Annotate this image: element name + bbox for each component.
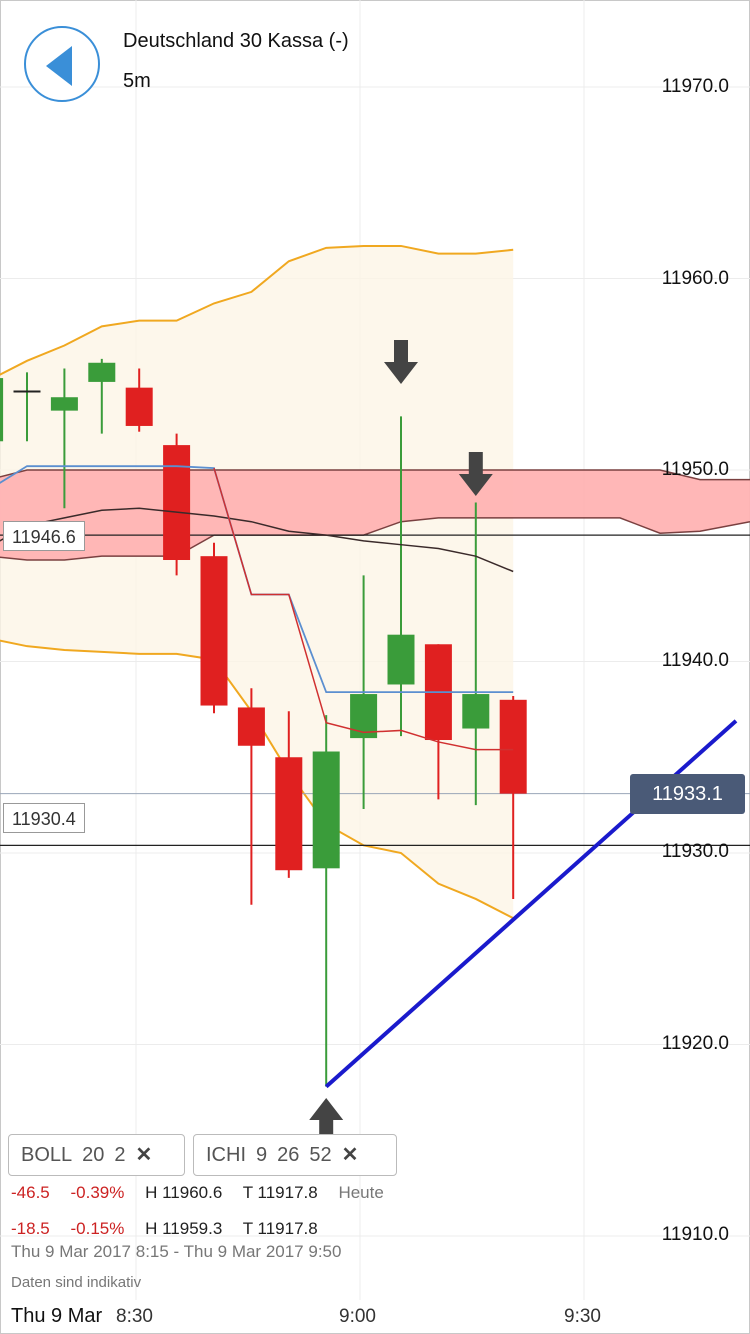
candle-body — [499, 699, 527, 794]
y-tick-label: 11970.0 — [661, 76, 729, 97]
x-tick-label: 9:00 — [339, 1306, 376, 1327]
indicator-chip-ichi[interactable]: ICHI 9 26 52 ✕ — [193, 1134, 397, 1176]
close-icon[interactable]: ✕ — [341, 1144, 359, 1166]
change-percent: -0.39% — [70, 1183, 125, 1202]
period-tag: Heute — [338, 1183, 384, 1202]
x-tick-label: 8:30 — [116, 1306, 153, 1327]
candle-body — [462, 694, 490, 729]
stats-row-range: -18.5 -0.15% H 11959.3 T 11917.8 — [11, 1219, 334, 1239]
level-label-lower[interactable]: 11930.4 — [3, 803, 85, 833]
up-arrow-marker-icon — [309, 1098, 344, 1142]
change-value: -46.5 — [11, 1183, 50, 1202]
candle-body — [200, 556, 228, 706]
candle-body — [0, 378, 4, 442]
x-tick-label: 9:30 — [564, 1306, 601, 1327]
indicator-param: 52 — [309, 1144, 332, 1166]
candle-body — [163, 445, 191, 561]
indicator-param: 2 — [114, 1144, 126, 1166]
low-value: T 11917.8 — [242, 1219, 318, 1238]
candle-body — [275, 757, 303, 871]
interval-label[interactable]: 5m — [123, 70, 151, 92]
down-arrow-marker-icon — [458, 452, 493, 496]
x-axis-date: Thu 9 Mar — [11, 1305, 103, 1328]
indicative-note: Daten sind indikativ — [11, 1274, 142, 1291]
indicator-name: ICHI — [206, 1144, 246, 1166]
y-tick-label: 11910.0 — [661, 1224, 729, 1245]
y-tick-label: 11930.0 — [661, 841, 729, 862]
indicator-chip-boll[interactable]: BOLL 20 2 ✕ — [8, 1134, 185, 1176]
low-value: T 11917.8 — [242, 1183, 318, 1202]
candle-body — [312, 751, 340, 869]
indicator-param: 9 — [256, 1144, 268, 1166]
high-value: H 11959.3 — [145, 1219, 223, 1238]
change-value: -18.5 — [11, 1219, 50, 1238]
tenkan-line — [213, 467, 514, 751]
y-tick-label: 11950.0 — [661, 459, 729, 480]
date-range: Thu 9 Mar 2017 8:15 - Thu 9 Mar 2017 9:5… — [11, 1242, 342, 1261]
back-button[interactable] — [24, 26, 100, 102]
down-arrow-marker-icon — [384, 340, 418, 384]
indicator-name: BOLL — [21, 1144, 73, 1166]
candle-body — [88, 362, 116, 382]
bollinger-upper-line — [0, 244, 514, 376]
change-percent: -0.15% — [70, 1219, 125, 1238]
back-arrow-icon — [46, 46, 72, 86]
stats-row-today: -46.5 -0.39% H 11960.6 T 11917.8 Heute — [11, 1183, 400, 1203]
indicator-param: 26 — [277, 1144, 300, 1166]
candle-body — [237, 707, 265, 746]
indicator-param: 20 — [82, 1144, 105, 1166]
close-icon[interactable]: ✕ — [135, 1144, 153, 1166]
candle-body — [387, 634, 415, 685]
last-price-tag: 11933.1 — [630, 774, 745, 814]
y-tick-label: 11940.0 — [661, 650, 729, 671]
chikou-line — [0, 507, 514, 573]
y-tick-label: 11920.0 — [661, 1033, 729, 1054]
cloud-top-line — [0, 469, 750, 481]
instrument-title: Deutschland 30 Kassa (-) — [123, 30, 349, 52]
high-value: H 11960.6 — [145, 1183, 223, 1202]
level-label-upper[interactable]: 11946.6 — [3, 521, 85, 551]
y-tick-label: 11960.0 — [661, 268, 729, 289]
candle-body — [125, 387, 153, 426]
candle-body — [50, 397, 78, 411]
